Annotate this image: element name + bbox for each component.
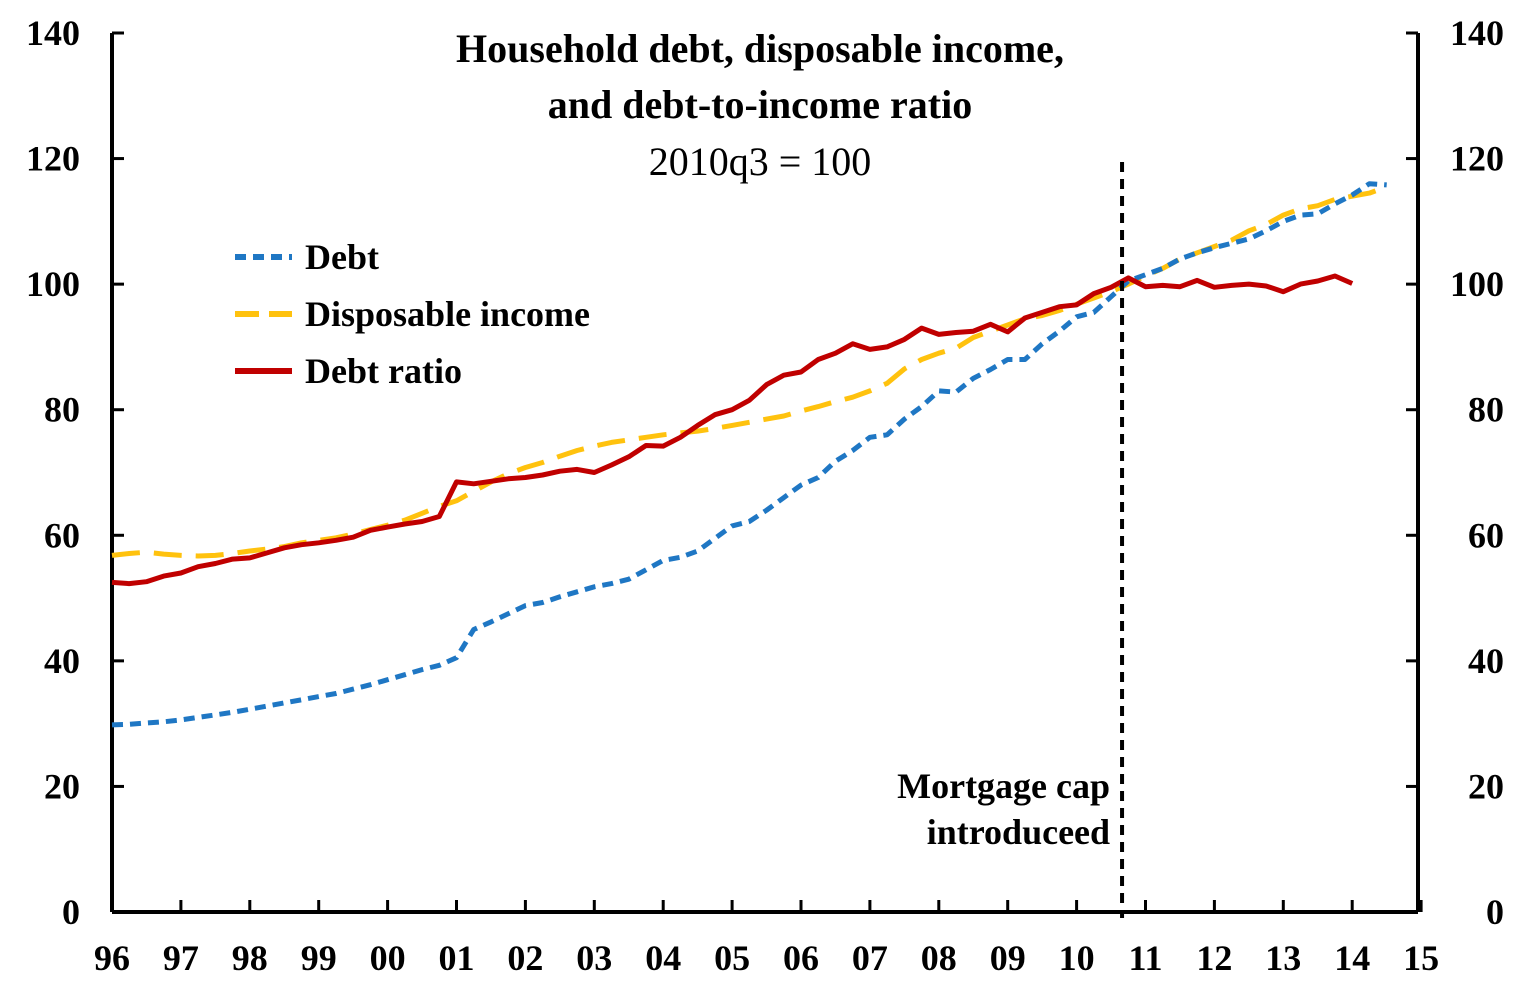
y-tick-label-right: 140 — [1450, 13, 1504, 53]
y-tick-label-right: 120 — [1450, 139, 1504, 179]
y-tick-label-right: 100 — [1450, 264, 1504, 304]
x-tick-label: 03 — [576, 938, 612, 978]
x-tick-label: 07 — [852, 938, 888, 978]
chart-title-line-1: Household debt, disposable income, — [456, 26, 1064, 71]
x-tick-label: 05 — [714, 938, 750, 978]
x-tick-label: 96 — [94, 938, 130, 978]
legend: Debt Disposable income Debt ratio — [235, 237, 590, 391]
x-tick-label: 12 — [1196, 938, 1232, 978]
x-tick-label: 02 — [507, 938, 543, 978]
x-tick-label: 10 — [1059, 938, 1095, 978]
y-tick-label-right: 40 — [1468, 641, 1504, 681]
y-tick-label-left: 20 — [44, 766, 80, 806]
x-tick-label: 00 — [370, 938, 406, 978]
x-tick-label: 06 — [783, 938, 819, 978]
y-tick-label-left: 140 — [26, 13, 80, 53]
y-tick-label-right: 60 — [1468, 515, 1504, 555]
x-tick-label: 14 — [1334, 938, 1370, 978]
y-tick-label-right: 80 — [1468, 390, 1504, 430]
y-tick-label-left: 80 — [44, 390, 80, 430]
series-line-disposable-income — [111, 184, 1388, 559]
chart-title-line-2: and debt-to-income ratio — [548, 82, 972, 127]
y-tick-label-right: 0 — [1486, 892, 1504, 932]
x-tick-label: 04 — [645, 938, 681, 978]
x-tick-label: 15 — [1403, 938, 1439, 978]
annotation-layer: Mortgage cap introduceed — [897, 162, 1125, 918]
legend-label-debt: Debt — [305, 237, 379, 277]
x-tick-label: 13 — [1265, 938, 1301, 978]
y-tick-label-left: 120 — [26, 139, 80, 179]
series-line-debt-ratio — [111, 273, 1354, 587]
y-tick-label-left: 40 — [44, 641, 80, 681]
x-tick-label: 99 — [301, 938, 337, 978]
legend-label-disposable-income: Disposable income — [305, 294, 590, 334]
x-tick-label: 01 — [439, 938, 475, 978]
legend-label-debt-ratio: Debt ratio — [305, 351, 462, 391]
y-tick-label-right: 20 — [1468, 766, 1504, 806]
x-tick-label: 97 — [163, 938, 199, 978]
annotation-label-line-2: introduceed — [927, 812, 1110, 852]
x-tick-label: 08 — [921, 938, 957, 978]
series-line-debt — [111, 181, 1387, 728]
chart-subtitle: 2010q3 = 100 — [649, 139, 872, 184]
x-tick-label: 09 — [990, 938, 1026, 978]
y-tick-label-left: 60 — [44, 515, 80, 555]
x-tick-label: 98 — [232, 938, 268, 978]
y-tick-label-left: 0 — [62, 892, 80, 932]
y-tick-label-left: 100 — [26, 264, 80, 304]
x-tick-label: 11 — [1128, 938, 1162, 978]
annotation-label-line-1: Mortgage cap — [897, 766, 1110, 806]
series-layer — [111, 181, 1388, 728]
